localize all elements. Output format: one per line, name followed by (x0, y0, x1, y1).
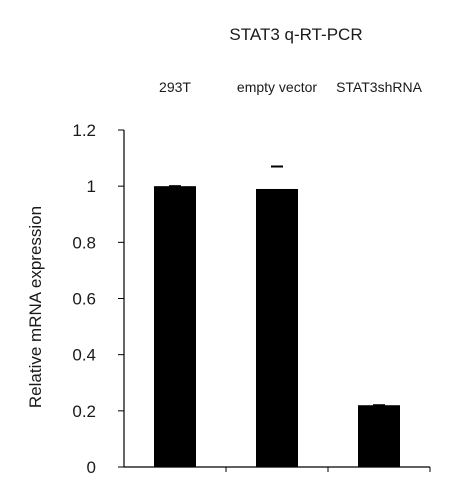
y-tick-label: 1.2 (72, 121, 96, 140)
y-tick-label: 0 (87, 458, 96, 477)
bar-1 (154, 186, 196, 467)
y-tick-label: 1 (87, 177, 96, 196)
y-tick-label: 0.8 (72, 233, 96, 252)
y-tick-label: 0.2 (72, 402, 96, 421)
category-label: empty vector (237, 79, 317, 95)
chart-title: STAT3 q-RT-PCR (229, 25, 362, 44)
y-axis-label: Relative mRNA expression (26, 206, 45, 408)
bar-3 (358, 405, 400, 467)
category-label: STAT3shRNA (336, 79, 422, 95)
category-label: 293T (159, 79, 191, 95)
bar-2 (256, 188, 298, 467)
y-tick-label: 0.4 (72, 346, 96, 365)
y-tick-label: 0.6 (72, 290, 96, 309)
